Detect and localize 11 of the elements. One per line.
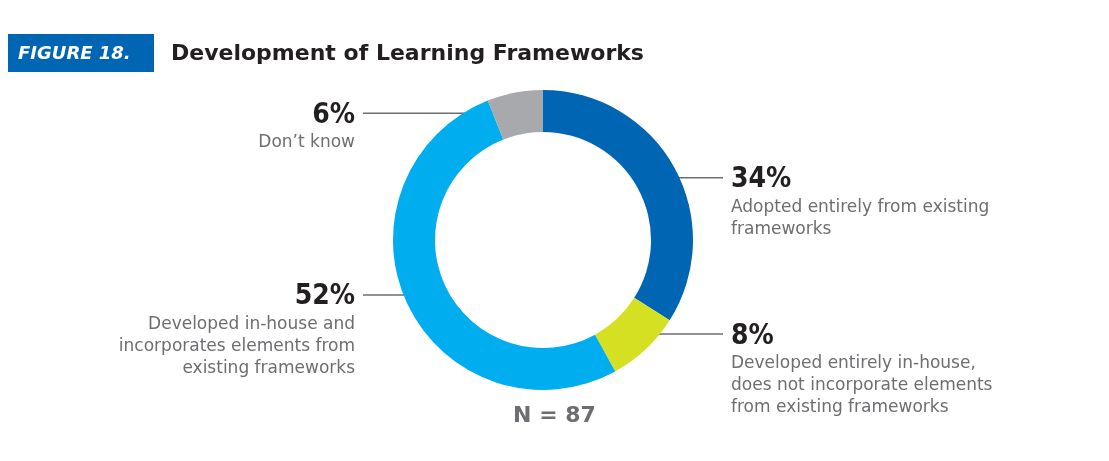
slice-label: Developed in-house and incorporates elements from existing frameworks [118,312,356,377]
slice-label: Developed entirely in-house, does not incorporate elements from existing frameworks [731,352,993,417]
chart-title: Development of Learning Frameworks [171,39,644,65]
slice-label: Adopted entirely from existing frameworks [731,195,990,238]
data-label: 34% [731,161,792,195]
data-label: 8% [731,317,774,351]
caption: FIGURE 18. [18,41,131,63]
data-label: 6% [312,96,355,130]
text: N = 87 [513,401,596,427]
data-label: 52% [294,278,355,312]
slice-label: Don’t know [258,131,356,152]
